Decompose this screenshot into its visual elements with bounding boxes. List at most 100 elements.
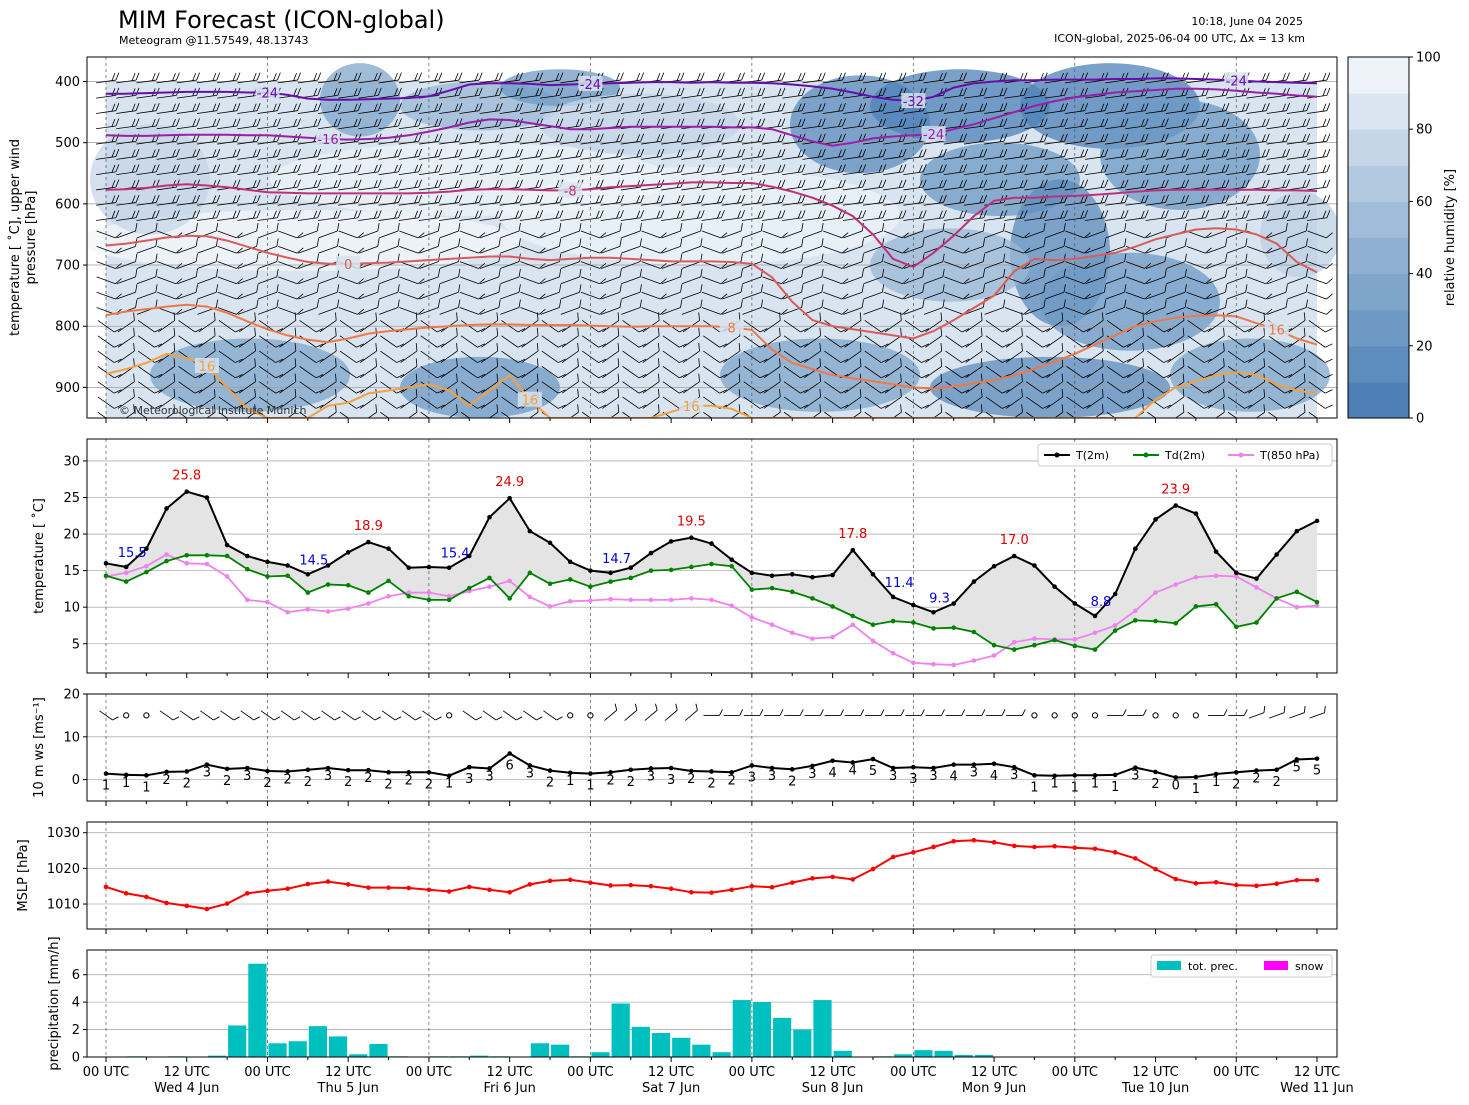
wind-barb-icon bbox=[418, 118, 443, 130]
barb-shaft bbox=[176, 171, 197, 176]
barb-shaft bbox=[137, 396, 155, 409]
wind-barb-icon bbox=[299, 381, 324, 394]
barb-flag bbox=[333, 210, 338, 219]
wind-barb-icon bbox=[439, 72, 463, 84]
barb-shaft bbox=[440, 335, 458, 348]
barb-shaft bbox=[277, 110, 298, 114]
barb-flag bbox=[357, 194, 362, 203]
barb-flag bbox=[216, 164, 221, 173]
wind-barb-icon bbox=[400, 343, 418, 363]
wind-barb-icon bbox=[156, 103, 180, 114]
barb-flag bbox=[397, 268, 400, 277]
barb-flag bbox=[273, 164, 277, 173]
barb-shaft bbox=[479, 171, 500, 176]
y-tick-label: 700 bbox=[55, 259, 80, 274]
barb-flag bbox=[458, 223, 461, 232]
barb-flag bbox=[236, 148, 241, 157]
barb-flag bbox=[373, 103, 378, 112]
barb-shaft bbox=[198, 320, 216, 333]
wind-barb-icon bbox=[339, 320, 364, 333]
barb-flag bbox=[192, 73, 197, 81]
y-tick-label: 20 bbox=[63, 528, 80, 543]
wind-barb-icon bbox=[358, 284, 380, 300]
barb-flag bbox=[155, 210, 160, 218]
wind-barb-icon bbox=[279, 404, 297, 418]
wind-barb-icon bbox=[380, 335, 405, 348]
barb-shaft bbox=[378, 125, 399, 130]
barb-flag bbox=[474, 73, 479, 81]
wind-barb-icon bbox=[217, 276, 243, 285]
barb-shaft bbox=[299, 320, 317, 333]
barb-flag bbox=[175, 262, 183, 269]
wind-barb-icon bbox=[176, 72, 200, 84]
wind-barb-icon bbox=[479, 284, 501, 300]
barb-flag bbox=[337, 223, 340, 232]
wind-barb-icon bbox=[257, 118, 281, 130]
barb-flag bbox=[498, 223, 501, 232]
colorbar-tick-label: 60 bbox=[1416, 195, 1433, 210]
barb-flag bbox=[357, 148, 362, 157]
barb-flag bbox=[353, 180, 358, 188]
barb-shaft bbox=[339, 366, 357, 379]
wind-barb-icon bbox=[378, 194, 402, 206]
barb-flag bbox=[377, 87, 382, 96]
barb-shaft bbox=[358, 217, 379, 221]
barb-flag bbox=[353, 210, 358, 219]
barb-shaft bbox=[339, 381, 357, 394]
barb-flag bbox=[151, 149, 156, 158]
barb-shaft bbox=[338, 276, 358, 285]
barb-flag bbox=[172, 180, 176, 188]
wind-barb-icon bbox=[278, 291, 304, 300]
wind-barb-icon bbox=[358, 268, 380, 285]
wind-barb-icon bbox=[459, 148, 483, 160]
barb-shaft bbox=[257, 261, 278, 269]
barb-shaft bbox=[380, 396, 397, 409]
barb-shaft bbox=[479, 276, 500, 285]
barb-shaft bbox=[156, 110, 177, 114]
wind-barb-icon bbox=[479, 223, 501, 239]
barb-shaft bbox=[459, 261, 479, 269]
wind-barb-icon bbox=[299, 411, 317, 418]
wind-barb-icon bbox=[297, 72, 322, 84]
barb-flag bbox=[434, 164, 439, 173]
barb-flag bbox=[294, 373, 297, 382]
barb-flag bbox=[357, 87, 362, 96]
barb-flag bbox=[396, 389, 405, 394]
barb-shaft bbox=[439, 202, 460, 206]
barb-flag bbox=[131, 103, 136, 112]
wind-barb-icon bbox=[96, 230, 122, 239]
barb-flag bbox=[478, 164, 483, 173]
barb-flag bbox=[173, 312, 176, 321]
wind-barb-icon bbox=[157, 245, 183, 254]
wind-barb-icon bbox=[96, 118, 120, 130]
barb-shaft bbox=[218, 320, 236, 333]
wind-barb-icon bbox=[196, 194, 221, 206]
barb-flag bbox=[438, 118, 443, 127]
barb-shaft bbox=[420, 366, 438, 379]
barb-flag bbox=[418, 72, 423, 81]
wind-barb-icon bbox=[176, 103, 200, 114]
barb-flag bbox=[154, 404, 163, 409]
barb-flag bbox=[297, 210, 301, 218]
barb-shaft bbox=[299, 350, 317, 363]
barb-flag bbox=[499, 210, 503, 218]
wind-barb-icon bbox=[117, 388, 135, 409]
barb-flag bbox=[456, 343, 458, 352]
wind-barb-icon bbox=[420, 396, 445, 409]
humidity-patch bbox=[150, 338, 350, 412]
barb-shaft bbox=[238, 396, 256, 409]
barb-shaft bbox=[338, 171, 359, 176]
barb-shaft bbox=[459, 110, 480, 114]
barb-flag bbox=[333, 149, 338, 158]
wind-barb-icon bbox=[259, 350, 284, 363]
barb-shaft bbox=[459, 230, 479, 239]
barb-flag bbox=[254, 404, 256, 413]
wind-barb-icon bbox=[338, 179, 362, 191]
barb-shaft bbox=[217, 217, 238, 221]
barb-shaft bbox=[237, 245, 257, 254]
wind-barb-icon bbox=[440, 343, 458, 363]
barb-flag bbox=[454, 210, 459, 219]
barb-shaft bbox=[481, 320, 498, 333]
barb-shaft bbox=[380, 335, 397, 348]
barb-flag bbox=[316, 268, 319, 277]
